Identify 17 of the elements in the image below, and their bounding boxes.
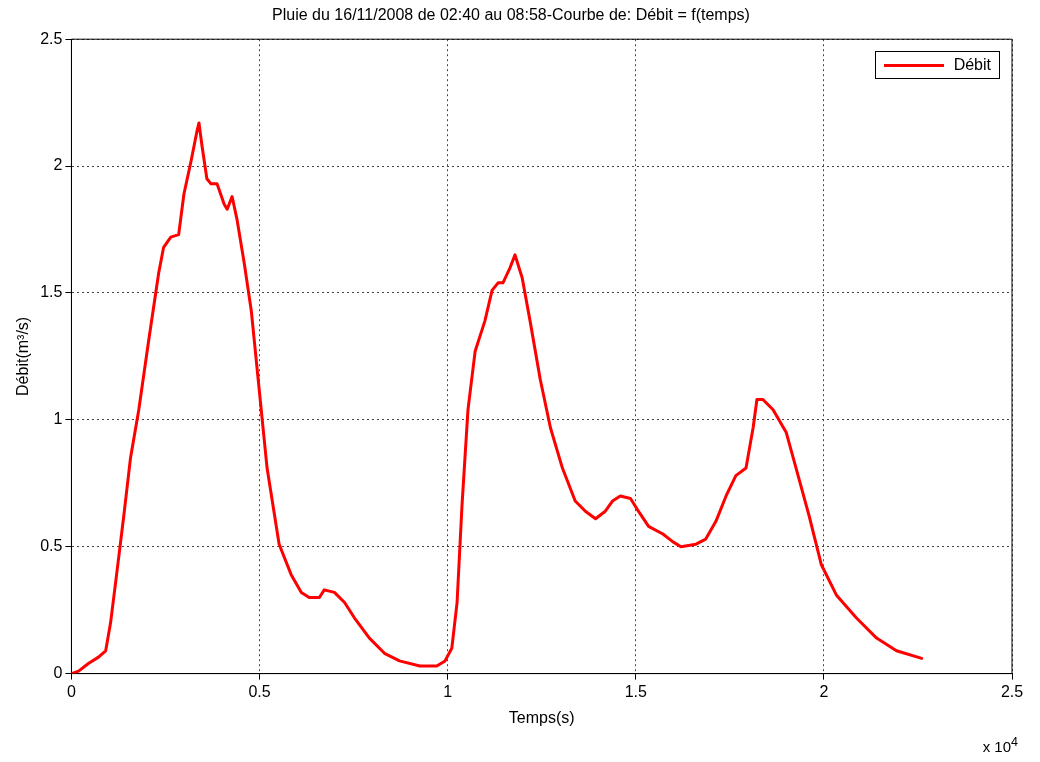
y-tick-label: 0.5: [40, 537, 63, 555]
legend-label: Débit: [953, 56, 991, 75]
y-axis-title: Débit(m³/s): [14, 316, 32, 396]
y-tick-label: 1: [53, 410, 63, 428]
x-tick-label: 1.5: [624, 682, 647, 700]
x-tick-label: 2.5: [1000, 682, 1024, 700]
x-tick-label: 1: [443, 682, 453, 700]
x-tick-label: 0: [66, 682, 76, 700]
x-tick-label: 2: [819, 682, 829, 700]
y-tick-label: 0: [53, 664, 63, 682]
x-tick-label: 0.5: [248, 682, 271, 700]
text: x 10$^{4}$: [982, 735, 1018, 755]
chart-title: Pluie du 16/11/2008 de 02:40 au 08:58-Courbe de: Débit = f(temps): [272, 6, 750, 24]
y-tick-label: 1.5: [40, 283, 63, 301]
x-axis-title: Temps(s): [508, 708, 575, 726]
y-tick-label: 2.5: [40, 29, 63, 47]
y-tick-label: 2: [53, 156, 63, 174]
